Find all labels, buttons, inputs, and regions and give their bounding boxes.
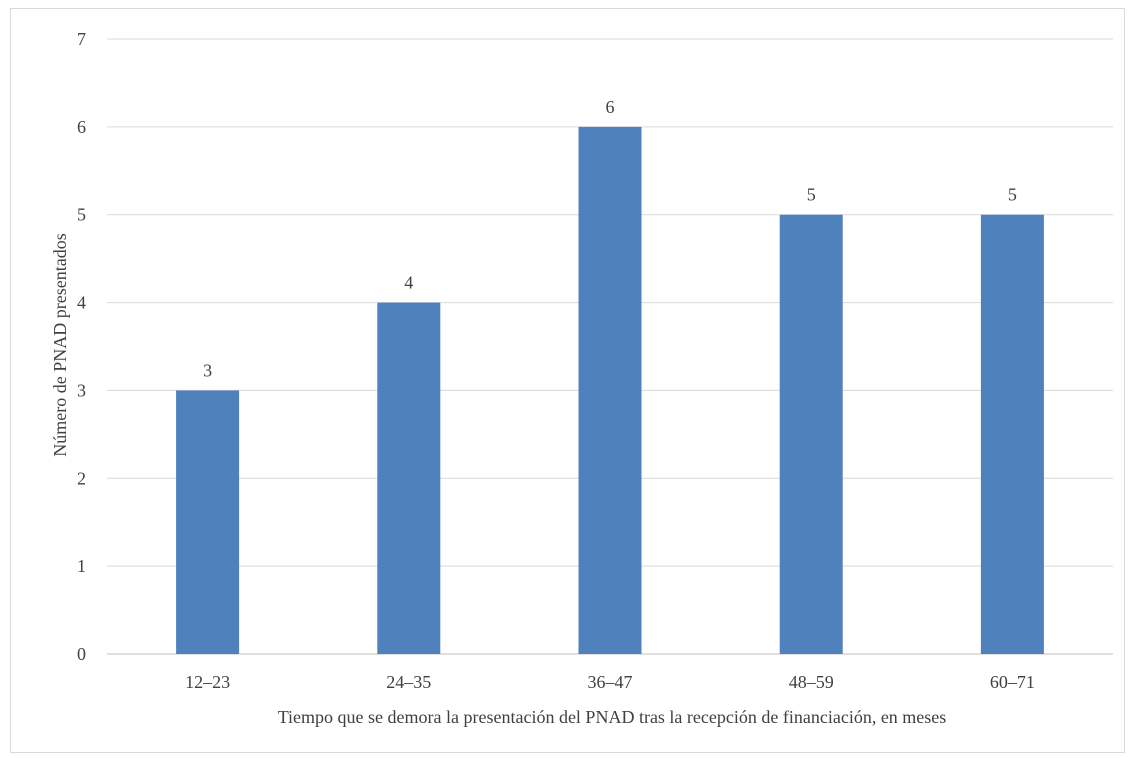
x-tick-label: 48–59 [789,672,834,692]
bar [578,126,642,655]
bar [176,390,240,654]
y-tick-label: 0 [77,644,86,664]
y-tick-label: 4 [77,293,86,313]
bar [980,214,1044,654]
x-axis-title: Tiempo que se demora la presentación del… [278,707,947,727]
bar-value-label: 4 [404,273,413,293]
bar-value-label: 5 [807,185,816,205]
bar-value-label: 6 [606,97,615,117]
x-axis-ticks: 12–23 24–35 36–47 48–59 60–71 [185,672,1035,692]
x-tick-label: 36–47 [588,672,633,692]
bar [377,302,441,654]
bars [176,126,1044,655]
y-axis-title: Número de PNAD presentados [50,233,70,456]
y-tick-label: 6 [77,117,86,137]
y-tick-label: 5 [77,205,86,225]
y-tick-label: 3 [77,380,86,400]
data-labels: 3 4 6 5 5 [203,97,1017,381]
bar-value-label: 3 [203,360,212,380]
x-tick-label: 60–71 [990,672,1035,692]
bar-value-label: 5 [1008,185,1017,205]
y-axis-ticks: 0 1 2 3 4 5 6 7 [77,29,86,664]
y-tick-label: 1 [77,556,86,576]
y-tick-label: 7 [77,29,86,49]
bar [779,214,843,654]
x-tick-label: 12–23 [185,672,230,692]
x-tick-label: 24–35 [386,672,431,692]
y-tick-label: 2 [77,468,86,488]
